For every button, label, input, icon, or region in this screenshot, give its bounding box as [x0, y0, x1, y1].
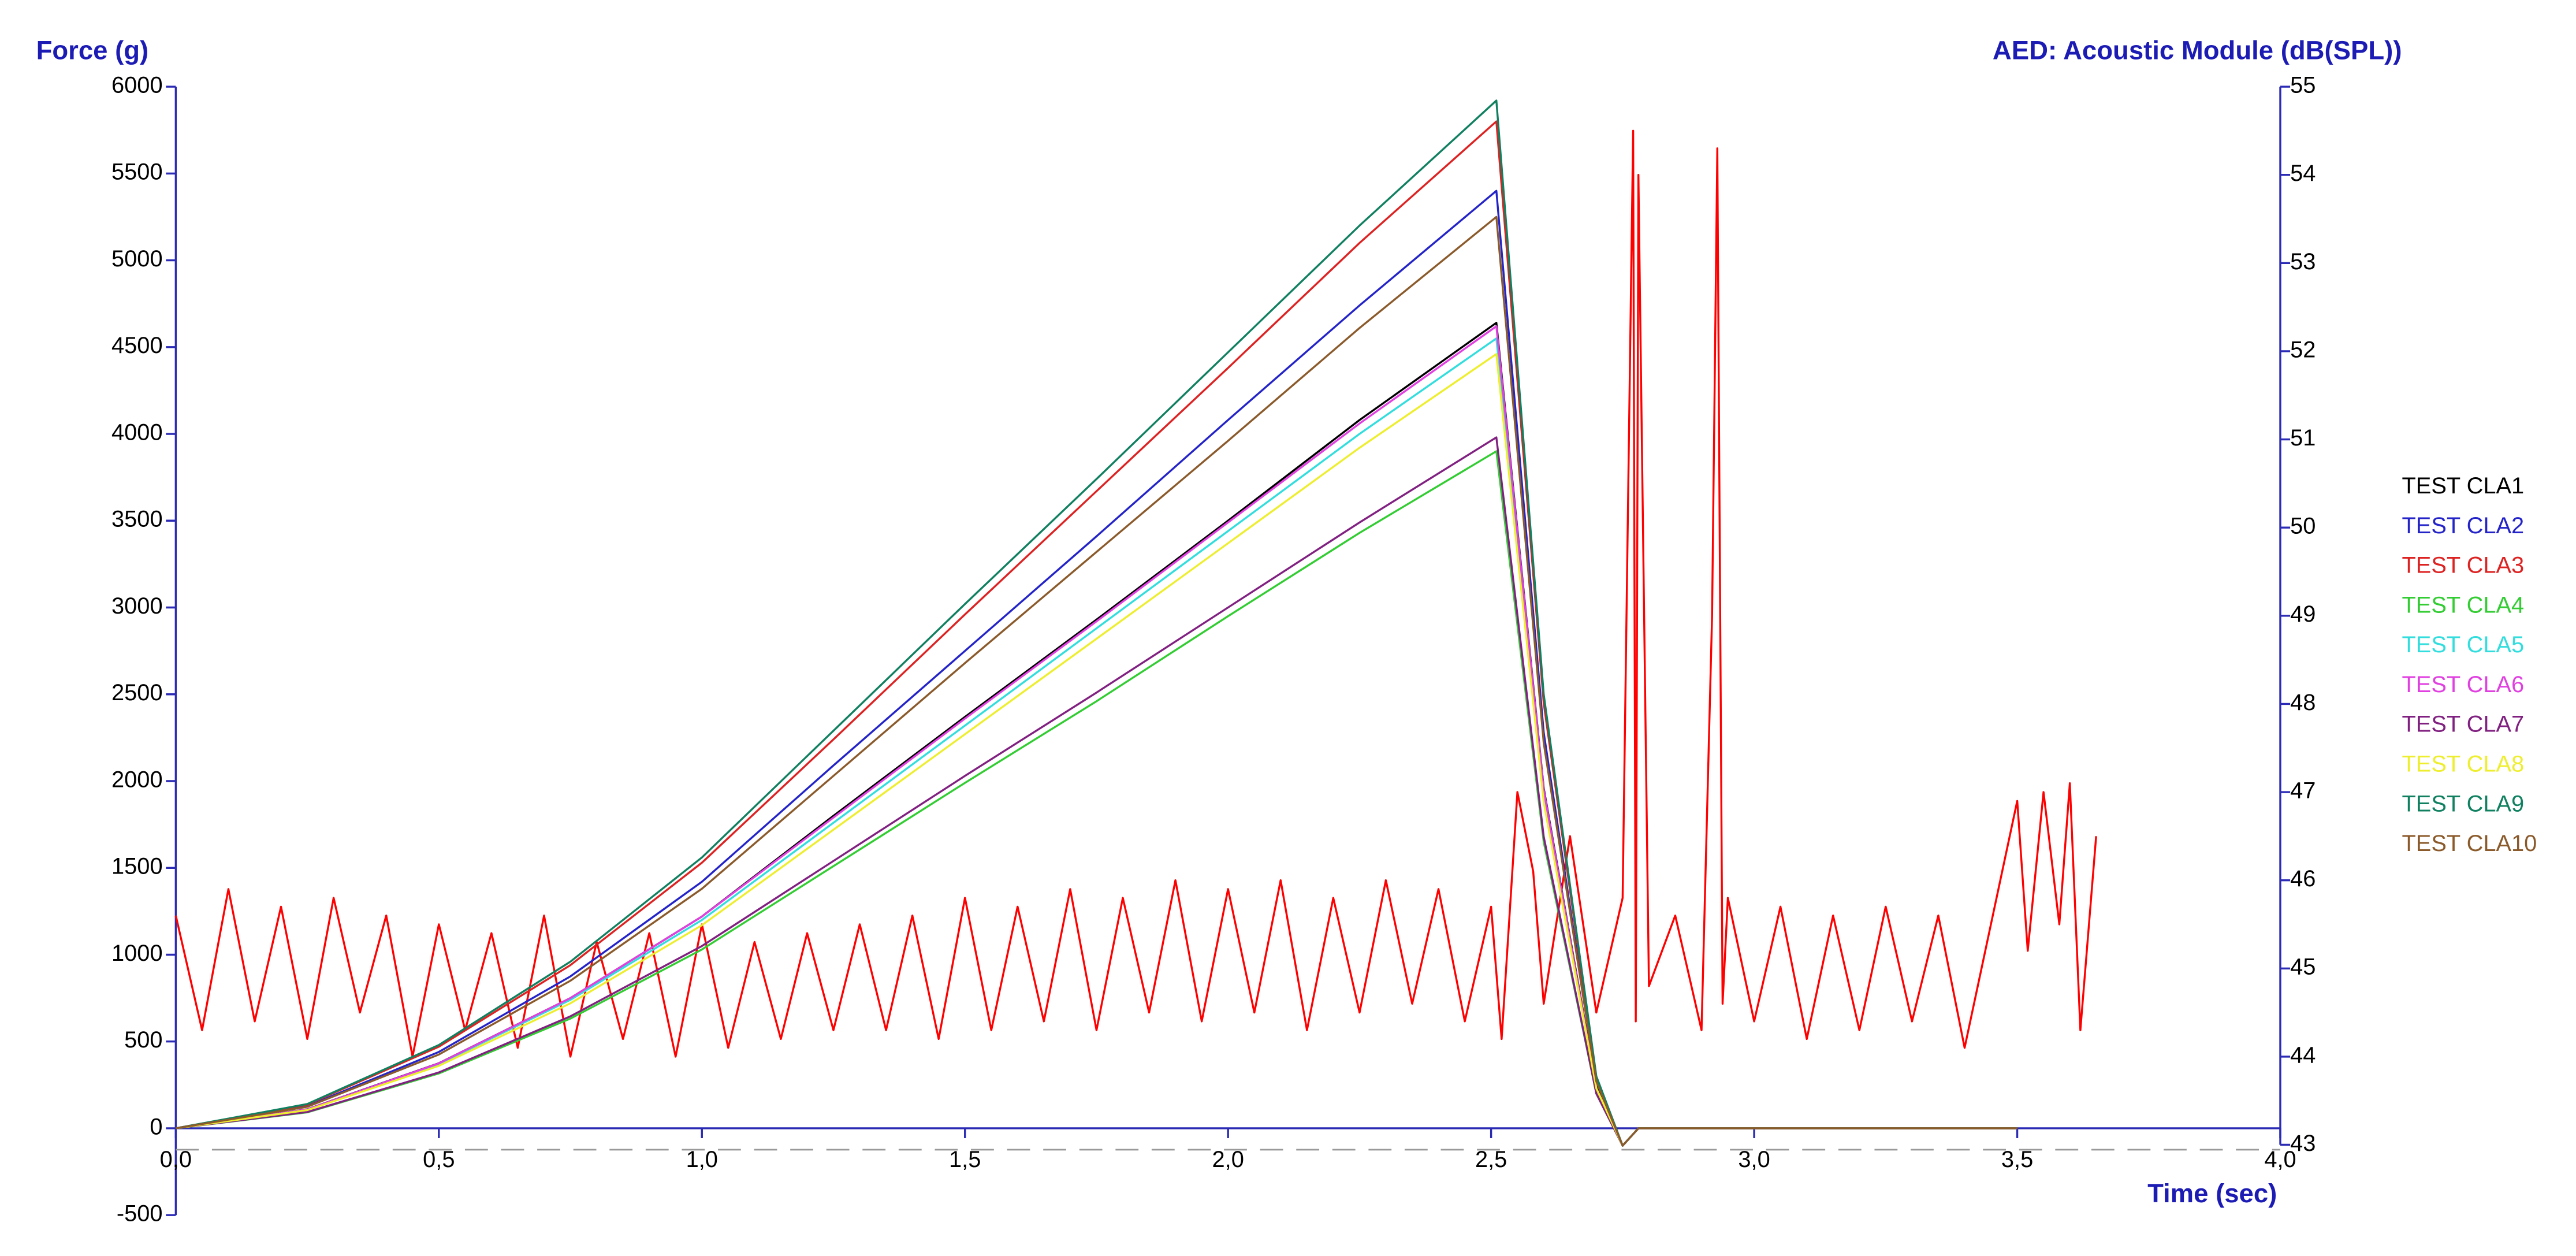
y-tick-label: 3500: [111, 507, 163, 532]
y-tick-label: 2500: [111, 680, 163, 705]
y-tick-label: 5500: [111, 159, 163, 185]
y2-tick-label: 44: [2290, 1042, 2316, 1068]
series-line: [176, 322, 2017, 1147]
series-line: [176, 436, 2017, 1147]
y-tick-label: 0: [150, 1114, 162, 1140]
legend-entry: TEST CLA1: [2402, 473, 2524, 499]
series-line: [176, 120, 2017, 1147]
y2-tick-label: 46: [2290, 866, 2316, 891]
y2-tick-label: 48: [2290, 690, 2316, 715]
y2-tick-label: 55: [2290, 73, 2316, 98]
legend-entry: TEST CLA8: [2402, 752, 2524, 777]
x-tick-label: 2,0: [1212, 1147, 1244, 1172]
y2-tick-label: 49: [2290, 601, 2316, 627]
series-line: [176, 215, 2017, 1147]
y-tick-label: 5000: [111, 246, 163, 272]
y-tick-label: 1000: [111, 941, 163, 966]
y2-tick-label: 50: [2290, 514, 2316, 539]
x-tick-label: 2,5: [1475, 1147, 1507, 1172]
y2-axis-title: AED: Acoustic Module (dB(SPL)): [1993, 36, 2402, 65]
y2-tick-label: 51: [2290, 425, 2316, 451]
y-tick-label: 3000: [111, 593, 163, 619]
legend-entry: TEST CLA6: [2402, 672, 2524, 697]
series-line: [176, 189, 2017, 1147]
series-line: [176, 325, 2017, 1147]
y-tick-label: 6000: [111, 73, 163, 98]
y2-tick-label: 54: [2290, 161, 2316, 186]
y2-tick-label: 53: [2290, 249, 2316, 274]
x-tick-label: 3,5: [2001, 1147, 2033, 1172]
x-tick-label: 0,0: [160, 1147, 192, 1172]
legend-entry: TEST CLA3: [2402, 553, 2524, 578]
y2-tick-label: 47: [2290, 778, 2316, 804]
series-line: [176, 353, 2017, 1147]
y2-tick-label: 52: [2290, 337, 2316, 362]
legend-entry: TEST CLA2: [2402, 513, 2524, 538]
y-tick-label: 500: [124, 1027, 162, 1053]
series-line: [176, 99, 2017, 1147]
x-tick-label: 1,5: [949, 1147, 981, 1172]
x-axis-title: Time (sec): [2147, 1179, 2277, 1208]
legend-entry: TEST CLA4: [2402, 592, 2524, 618]
legend-entry: TEST CLA10: [2402, 831, 2537, 856]
y2-tick-label: 45: [2290, 954, 2316, 980]
y2-tick-label: 43: [2290, 1131, 2316, 1156]
x-tick-label: 4,0: [2264, 1147, 2296, 1172]
legend-entry: TEST CLA7: [2402, 712, 2524, 737]
y-tick-label: 1500: [111, 854, 163, 879]
legend-entry: TEST CLA5: [2402, 632, 2524, 657]
x-tick-label: 1,0: [686, 1147, 718, 1172]
series-line: [176, 450, 2017, 1147]
x-tick-label: 0,5: [423, 1147, 455, 1172]
series-line: [174, 129, 2097, 1058]
y-tick-label: 4500: [111, 333, 163, 358]
series-line: [176, 337, 2017, 1147]
y-tick-label: -500: [117, 1201, 163, 1227]
y-tick-label: 4000: [111, 420, 163, 445]
legend-entry: TEST CLA9: [2402, 791, 2524, 816]
y-axis-title: Force (g): [36, 36, 149, 65]
x-tick-label: 3,0: [1738, 1147, 1770, 1172]
y-tick-label: 2000: [111, 767, 163, 793]
